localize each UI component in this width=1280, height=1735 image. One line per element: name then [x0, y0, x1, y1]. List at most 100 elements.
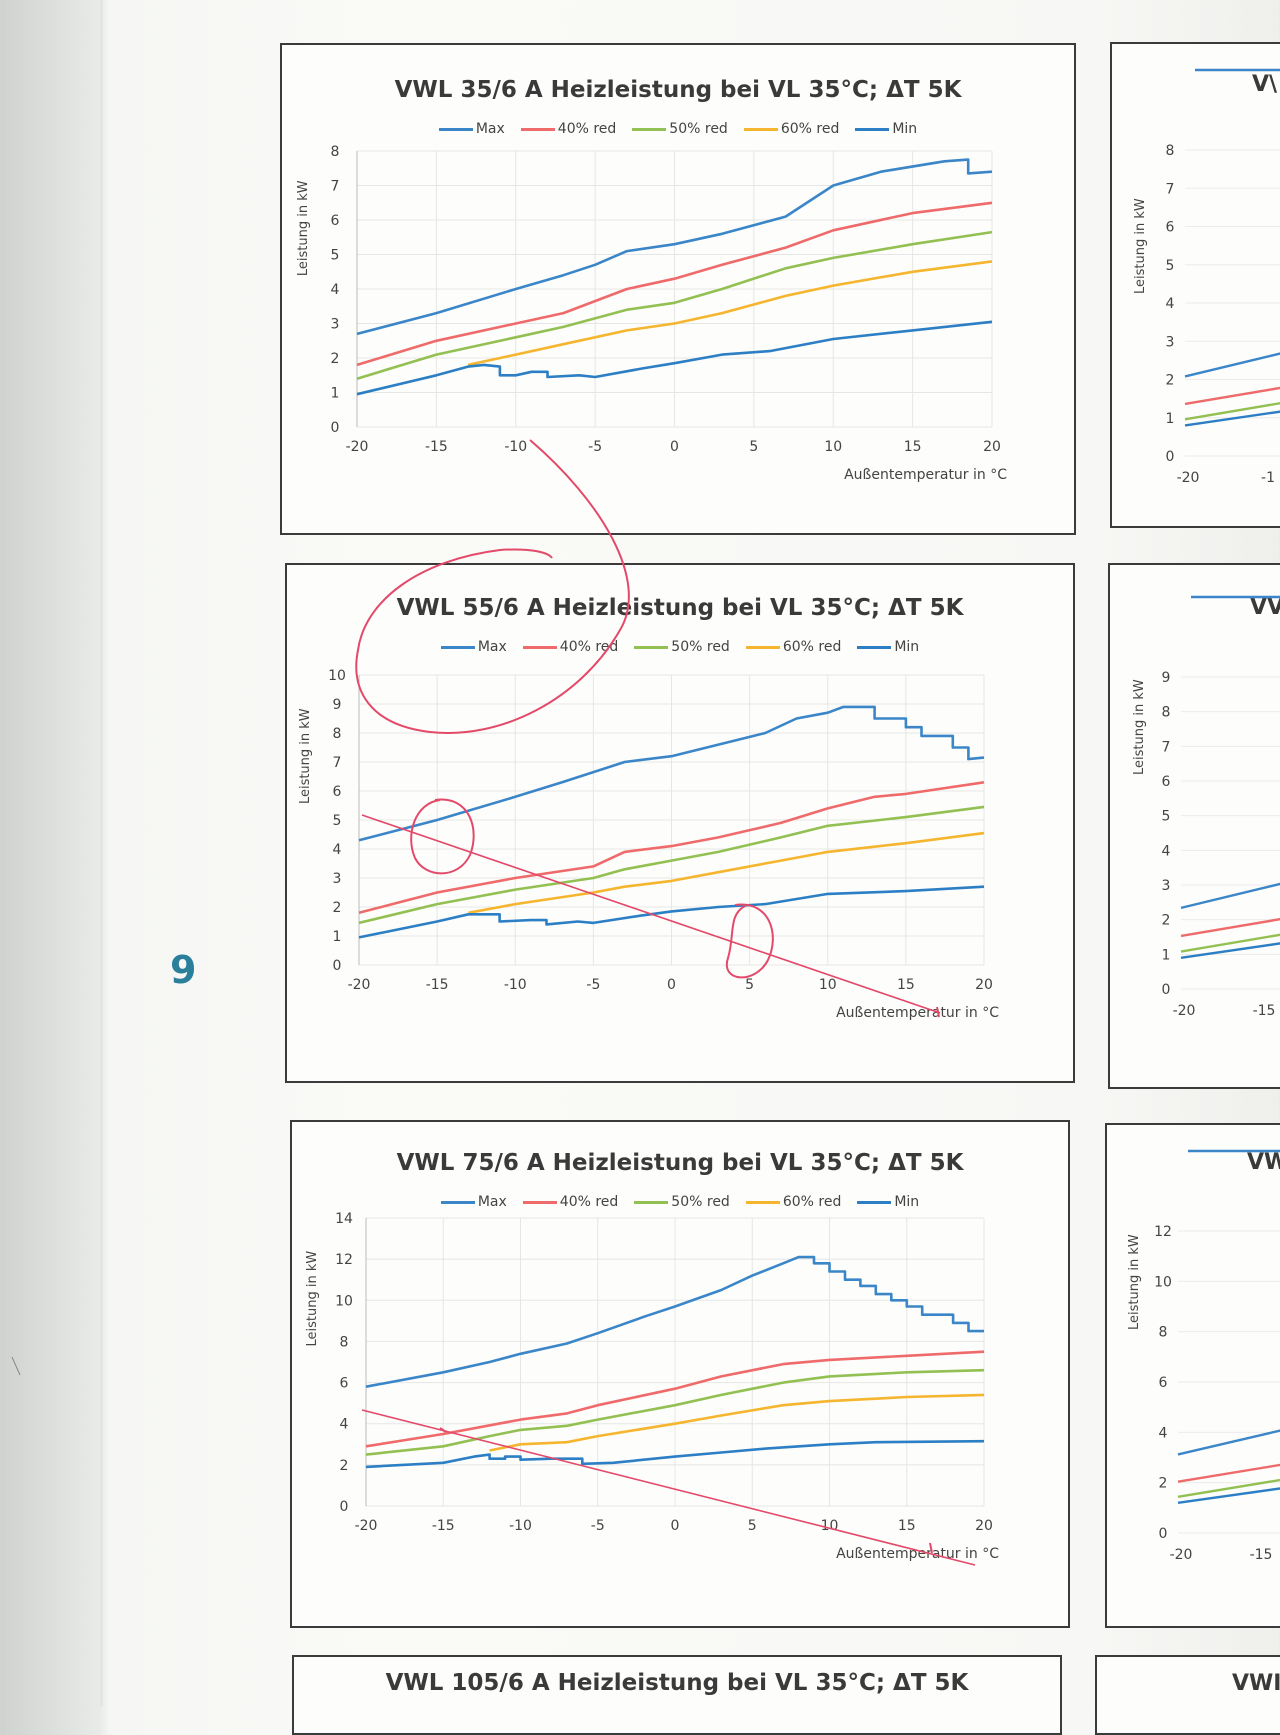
y-tick-label: 4 — [1166, 296, 1175, 312]
partial-series-line — [1184, 386, 1280, 406]
legend-label: 60% red — [782, 639, 842, 655]
x-tick-label: 20 — [975, 1518, 993, 1534]
partial-series-line — [1180, 933, 1280, 953]
y-tick-label: 5 — [331, 248, 340, 264]
y-tick-label: 14 — [335, 1211, 353, 1227]
x-tick-label: 10 — [824, 439, 842, 455]
legend-item: 40% red — [522, 1194, 619, 1210]
x-tick-label: -20 — [348, 977, 371, 993]
y-axis-label: Leistung in kW — [305, 1251, 320, 1347]
y-tick-label: 5 — [333, 813, 342, 829]
x-tick-label: 0 — [667, 977, 676, 993]
chart-panel-vwl-105: VWL 105/6 A Heizleistung bei VL 35°C; ΔT… — [292, 1655, 1062, 1735]
y-tick-label: 2 — [333, 900, 342, 916]
x-tick-label: -15 — [1253, 1003, 1276, 1019]
side-chart-title: VV — [1250, 595, 1280, 620]
y-axis-label: Leistung in kW — [298, 708, 313, 804]
legend-swatch — [522, 1200, 557, 1204]
legend-label: 50% red — [671, 639, 730, 655]
x-tick-label: 0 — [671, 1518, 680, 1534]
y-tick-label: 10 — [335, 1293, 353, 1309]
x-tick-label: 0 — [670, 439, 679, 455]
x-tick-label: -1 — [1261, 470, 1275, 486]
y-tick-label: 1 — [1166, 411, 1175, 427]
legend-label: 60% red — [782, 1194, 842, 1210]
legend-swatch — [632, 127, 667, 131]
y-tick-label: 5 — [1162, 809, 1171, 825]
legend-swatch — [745, 645, 780, 649]
y-tick-label: 2 — [1166, 373, 1175, 389]
series-line-max — [356, 158, 993, 336]
y-tick-label: 4 — [331, 282, 340, 298]
y-tick-label: 8 — [1166, 143, 1175, 159]
chart-legend: Max 40% red 50% red 60% red Min — [282, 121, 1074, 137]
y-axis-label: Leistung in kW — [296, 180, 311, 276]
y-tick-label: 8 — [333, 726, 342, 742]
y-tick-label: 1 — [333, 929, 342, 945]
legend-swatch — [743, 127, 778, 131]
annotation-margin-mark — [11, 1356, 21, 1376]
partial-series-line — [1180, 917, 1280, 938]
y-tick-label: 0 — [1162, 982, 1171, 998]
legend-label: Max — [475, 121, 505, 137]
series-line-max — [358, 705, 985, 842]
legend-label: 40% red — [559, 1194, 619, 1210]
y-tick-label: 6 — [1159, 1375, 1168, 1391]
y-tick-label: 4 — [340, 1417, 349, 1433]
y-tick-label: 9 — [1162, 670, 1171, 686]
y-tick-label: 6 — [333, 784, 342, 800]
x-tick-label: 5 — [745, 977, 754, 993]
series-line-50-red — [356, 230, 993, 380]
legend-item: 40% red — [520, 121, 616, 137]
y-tick-label: 7 — [1166, 181, 1175, 197]
x-tick-label: -5 — [591, 1518, 605, 1534]
chart-plot: -20 -15 -10 -5 0 5 10 15 20 0 2 4 6 8 10 12 14 Außentempe… — [305, 1211, 999, 1562]
legend-item: 60% red — [745, 639, 842, 655]
legend-label: 50% red — [669, 121, 728, 137]
y-tick-label: 4 — [1159, 1425, 1168, 1441]
x-axis-label: Außentemperatur in °C — [844, 467, 1007, 483]
y-tick-label: 4 — [333, 842, 342, 858]
legend-label: Min — [894, 639, 920, 655]
partial-series-line — [1184, 352, 1280, 378]
x-tick-label: -15 — [1250, 1547, 1273, 1563]
x-tick-label: -20 — [1170, 1547, 1193, 1563]
x-tick-label: -15 — [432, 1518, 455, 1534]
side-chart-panel-1: V\ Leistung in kW 0 1 2 3 4 5 6 7 8 -20 -1 — [1110, 42, 1280, 528]
y-tick-label: 7 — [1162, 739, 1171, 755]
legend-item: Min — [857, 1194, 919, 1210]
x-tick-label: -15 — [426, 977, 449, 993]
y-tick-label: 0 — [1159, 1526, 1168, 1542]
y-tick-label: 5 — [1166, 258, 1175, 274]
y-tick-label: 6 — [1166, 220, 1175, 236]
y-tick-label: 1 — [1162, 947, 1171, 963]
x-tick-label: -5 — [586, 977, 600, 993]
x-tick-label: 10 — [819, 977, 837, 993]
y-tick-label: 3 — [1162, 878, 1171, 894]
grid — [356, 150, 993, 428]
y-tick-label: 12 — [335, 1252, 353, 1268]
chart-plot: -20 -15 -10 -5 0 5 10 15 20 0 1 2 3 4 5 6 7 8 Außentempera… — [296, 144, 1007, 483]
x-tick-label: -10 — [504, 977, 527, 993]
legend-item: Max — [438, 121, 505, 137]
legend-label: 50% red — [671, 1194, 730, 1210]
y-tick-label: 0 — [1166, 449, 1175, 465]
legend-swatch — [634, 645, 669, 649]
legend-swatch — [855, 127, 890, 131]
partial-series-line — [1177, 1429, 1280, 1456]
partial-series-line — [1184, 410, 1280, 427]
y-tick-label: 3 — [331, 317, 340, 333]
y-tick-label: 7 — [333, 755, 342, 771]
y-tick-label: 2 — [1162, 913, 1171, 929]
chart-legend: Max 40% red 50% red 60% red Min — [292, 1194, 1068, 1210]
x-tick-label: 15 — [898, 1518, 916, 1534]
side-chart-panel-3: VW Leistung in kW 0 2 4 6 8 10 12 -20 -15 — [1105, 1123, 1280, 1628]
y-tick-label: 8 — [1162, 705, 1171, 721]
chart-title: VWL 75/6 A Heizleistung bei VL 35°C; ΔT … — [396, 1150, 964, 1176]
legend-swatch — [520, 127, 555, 131]
x-tick-label: -5 — [588, 439, 602, 455]
x-tick-label: 15 — [904, 439, 922, 455]
x-axis-label: Außentemperatur in °C — [836, 1546, 999, 1562]
legend-item: 50% red — [634, 639, 730, 655]
x-tick-label: 5 — [749, 439, 758, 455]
